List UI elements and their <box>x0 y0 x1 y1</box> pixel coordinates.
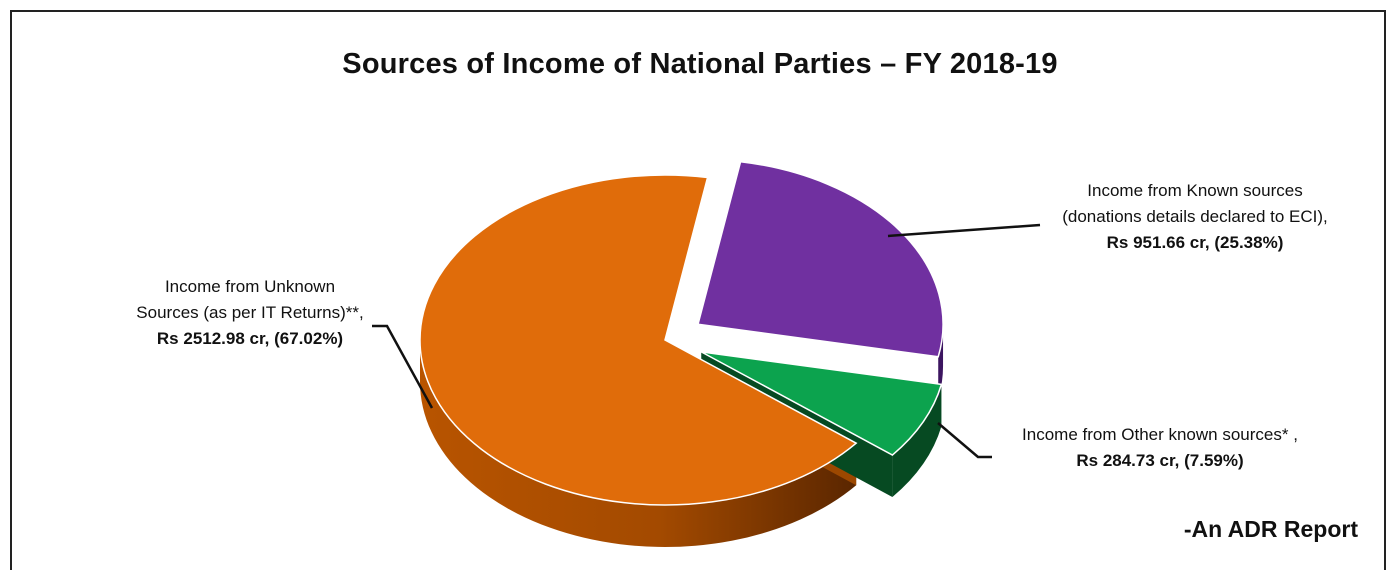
slice-name-line: Sources (as per IT Returns)**, <box>136 303 364 322</box>
source-credit: -An ADR Report <box>1183 516 1358 542</box>
chart-title: Sources of Income of National Parties – … <box>342 48 1058 80</box>
chart-frame <box>10 10 1386 570</box>
slice-value-label: Rs 284.73 cr, (7.59%) <box>1076 451 1244 470</box>
leader-line <box>372 324 434 409</box>
pie-slice <box>700 351 943 456</box>
slice-name-line: Income from Other known sources* , <box>1022 425 1298 444</box>
slice-label-other-known-sources: Income from Other known sources* , Rs 28… <box>975 422 1345 474</box>
slice-name-line: Income from Unknown <box>164 277 336 296</box>
slice-label-known-sources: Income from Known sources (donations det… <box>1020 178 1370 256</box>
slice-name-line: (donations details declared to ECI), <box>1062 207 1328 226</box>
slice-label-unknown-sources: Income from Unknown Sources (as per IT R… <box>100 274 400 352</box>
pie-slice <box>697 160 944 358</box>
slice-value-label: Rs 951.66 cr, (25.38%) <box>1106 233 1284 252</box>
leader-line <box>887 223 1041 238</box>
slice-value-label: Rs 2512.98 cr, (67.02%) <box>156 329 344 348</box>
leader-line <box>937 422 992 459</box>
pie-slice-side <box>420 340 857 548</box>
pie-slice <box>419 174 858 506</box>
slice-name-line: Income from Known sources <box>1087 181 1303 200</box>
